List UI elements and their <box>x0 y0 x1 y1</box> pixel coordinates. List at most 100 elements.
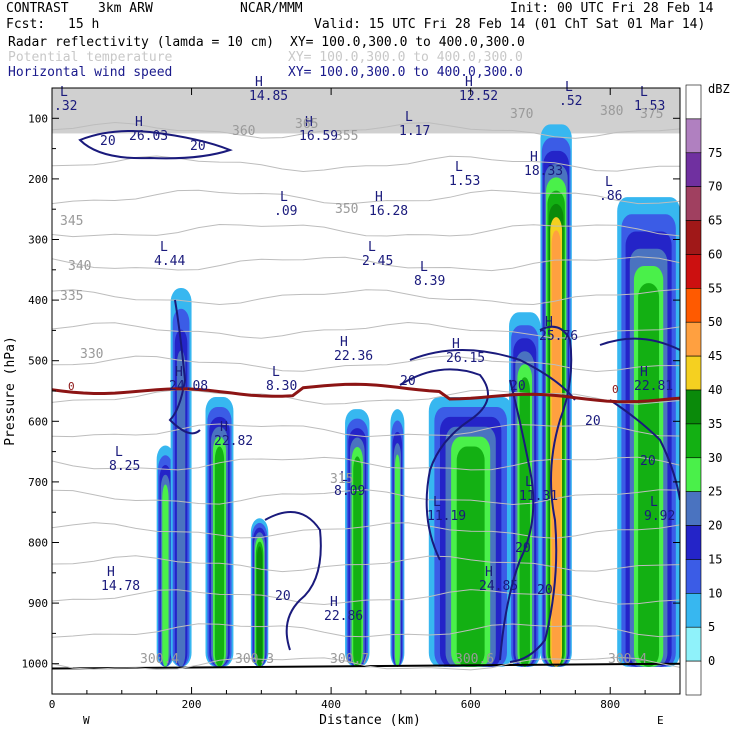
extremum-value-label: 8.09 <box>334 484 365 499</box>
colorbar-label: 0 <box>708 654 715 668</box>
extremum-value-label: 12.52 <box>459 89 498 104</box>
extremum-kind-label: L <box>605 175 613 190</box>
colorbar-swatch <box>685 423 702 459</box>
extremum-value-label: 22.82 <box>214 434 253 449</box>
reflectivity-cell <box>638 283 660 667</box>
extremum-kind-label: L <box>455 160 463 175</box>
freezing-level-label: 0 <box>68 380 75 393</box>
extremum-value-label: .32 <box>54 99 77 114</box>
extremum-kind-label: L <box>650 495 658 510</box>
x-tick-label: 600 <box>461 698 481 711</box>
theta-label: 355 <box>335 129 358 144</box>
extremum-kind-label: L <box>115 445 123 460</box>
wind-speed-contour <box>609 399 680 501</box>
colorbar-swatch <box>685 220 702 255</box>
wind-contour-label: 20 <box>510 379 526 394</box>
reflectivity-cell <box>519 377 530 667</box>
init-time: Init: 00 UTC Fri 28 Feb 14 <box>510 1 714 16</box>
field-wind-xy: XY= 100.0,300.0 to 400.0,300.0 <box>288 65 523 80</box>
colorbar-label: 35 <box>708 417 722 431</box>
extremum-kind-label: L <box>60 85 68 100</box>
y-tick-label: 100 <box>28 112 48 125</box>
isentrope <box>52 256 680 272</box>
y-tick-label: 800 <box>28 537 48 550</box>
reflectivity-cell <box>394 454 400 667</box>
extremum-value-label: 16.59 <box>299 129 338 144</box>
extremum-value-label: 26.03 <box>129 129 168 144</box>
colorbar-swatch <box>685 118 702 154</box>
extremum-kind-label: H <box>465 75 473 90</box>
extremum-kind-label: H <box>175 365 183 380</box>
isentrope <box>52 489 680 506</box>
extremum-kind-label: H <box>305 115 313 130</box>
extremum-value-label: 1.17 <box>399 124 430 139</box>
freezing-level-label: 0 <box>612 383 619 396</box>
isentrope <box>52 189 680 205</box>
colorbar-label: 60 <box>708 247 722 261</box>
y-tick-label: 1000 <box>22 658 49 671</box>
theta-label: 380 <box>600 104 623 119</box>
extremum-value-label: 11.19 <box>427 509 466 524</box>
extremum-value-label: 2.45 <box>362 254 393 269</box>
colorbar-swatch <box>685 626 702 662</box>
extremum-value-label: .52 <box>559 94 582 109</box>
colorbar-swatch <box>685 84 702 120</box>
colorbar-swatch <box>685 254 702 289</box>
isentrope <box>52 321 680 339</box>
colorbar-label: 20 <box>708 519 722 533</box>
extremum-value-label: 25.76 <box>539 329 578 344</box>
x-end-label-west: W <box>83 714 90 727</box>
extremum-kind-label: H <box>330 595 338 610</box>
extremum-kind-label: L <box>640 85 648 100</box>
extremum-value-label: 1.53 <box>449 174 480 189</box>
colorbar-label: 40 <box>708 383 722 397</box>
extremum-value-label: 24.08 <box>169 379 208 394</box>
field-reflectivity-xy: XY= 100.0,300.0 to 400.0,300.0 <box>290 35 525 50</box>
extremum-kind-label: H <box>255 75 263 90</box>
y-tick-label: 300 <box>28 234 48 247</box>
wind-contour-label: 20 <box>537 583 553 598</box>
extremum-value-label: .09 <box>274 204 297 219</box>
extremum-value-label: 8.30 <box>266 379 297 394</box>
wind-contour-label: 20 <box>640 454 656 469</box>
colorbar-swatch <box>685 491 702 526</box>
colorbar-swatch <box>685 525 702 560</box>
theta-label: 340 <box>68 259 91 274</box>
x-tick-label: 800 <box>600 698 620 711</box>
y-axis-title: Pressure (hPa) <box>3 336 18 446</box>
reflectivity-cell <box>256 546 263 667</box>
field-wind-name: Horizontal wind speed <box>8 65 173 80</box>
theta-label: 300.4 <box>140 652 179 667</box>
upper-theta-band <box>52 88 680 134</box>
y-tick-label: 400 <box>28 294 48 307</box>
extremum-value-label: 18.33 <box>524 164 563 179</box>
x-tick-label: 200 <box>182 698 202 711</box>
isentrope <box>52 389 680 405</box>
reflectivity-cell <box>353 456 362 667</box>
extremum-value-label: 26.15 <box>446 351 485 366</box>
colorbar-swatch <box>685 355 702 391</box>
extremum-value-label: 14.78 <box>101 579 140 594</box>
x-tick-label: 0 <box>49 698 56 711</box>
extremum-kind-label: L <box>340 470 348 485</box>
extremum-value-label: 9.92 <box>644 509 675 524</box>
colorbar-swatch <box>685 321 702 357</box>
colorbar-label: 10 <box>708 586 722 600</box>
field-theta-xy: XY= 100.0,300.0 to 400.0,300.0 <box>288 50 523 65</box>
y-tick-label: 900 <box>28 597 48 610</box>
x-end-label-east: E <box>657 714 664 727</box>
colorbar-swatch <box>685 457 702 492</box>
extremum-kind-label: L <box>433 495 441 510</box>
extremum-value-label: .86 <box>599 189 622 204</box>
extremum-value-label: 11.31 <box>519 489 558 504</box>
extremum-value-label: 8.39 <box>414 274 445 289</box>
colorbar-label: 65 <box>708 214 722 228</box>
theta-label: 300.6 <box>455 652 494 667</box>
wind-contour-label: 20 <box>515 541 531 556</box>
extremum-kind-label: L <box>280 190 288 205</box>
field-reflectivity-name: Radar reflectivity (lamda = 10 cm) <box>8 35 275 50</box>
y-tick-label: 700 <box>28 476 48 489</box>
x-axis-title: Distance (km) <box>319 713 421 728</box>
colorbar-label: 15 <box>708 552 722 566</box>
y-tick-label: 600 <box>28 415 48 428</box>
